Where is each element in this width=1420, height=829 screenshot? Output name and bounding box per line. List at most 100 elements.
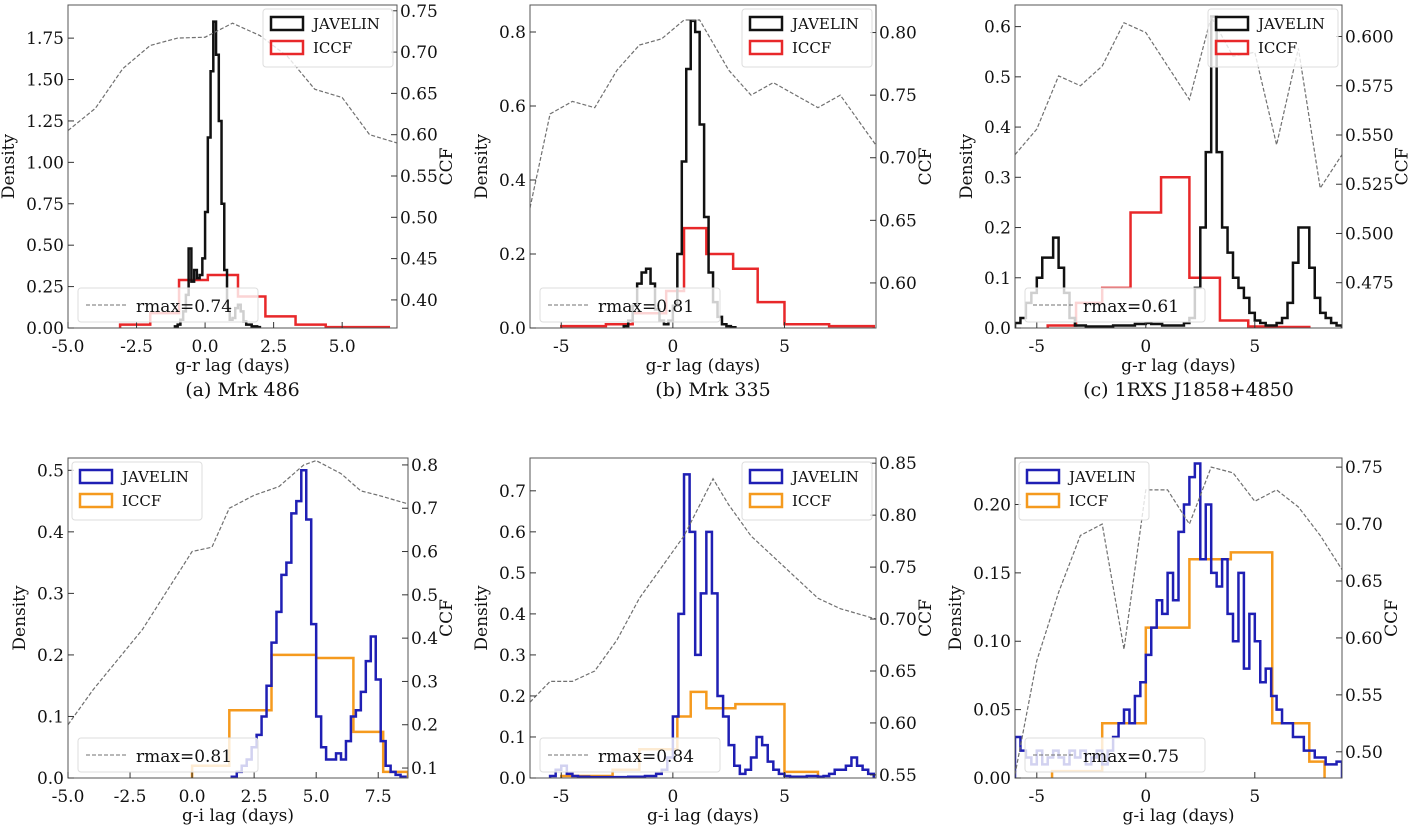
- plot-frame: [1014, 4, 1343, 329]
- y-tick-label: 0.2: [37, 646, 64, 666]
- x-tick-label: 5: [1249, 337, 1260, 357]
- y-tick-label: 0.2: [499, 687, 526, 707]
- plot-frame: [67, 457, 409, 779]
- y-tick-label: 1.75: [26, 29, 64, 49]
- y2-tick-label: 0.4: [411, 629, 438, 649]
- y2-tick-label: 0.60: [879, 714, 917, 734]
- y-tick-label: 0.5: [37, 461, 64, 481]
- y2-tick-label: 0.60: [400, 126, 438, 146]
- y-tick-label: 0.6: [499, 523, 526, 543]
- rmax-label: rmax=0.81: [136, 747, 232, 767]
- javelin-legend-swatch: [269, 15, 305, 32]
- y-tick-label: 0.00: [26, 319, 64, 339]
- y2-axis-label: CCF: [1382, 599, 1402, 637]
- javelin-legend-swatch: [1214, 15, 1250, 32]
- legend-label: JAVELIN: [311, 15, 380, 33]
- y-tick-label: 0.4: [499, 605, 526, 625]
- legend-label: JAVELIN: [120, 468, 189, 486]
- ccf-line: [530, 19, 876, 208]
- y2-tick-label: 0.65: [1345, 572, 1383, 592]
- y2-tick-label: 0.70: [400, 43, 438, 63]
- y-tick-label: 0.10: [973, 632, 1011, 652]
- rmax-label: rmax=0.75: [1083, 747, 1179, 767]
- y2-tick-label: 0.75: [879, 86, 917, 106]
- ccf-line: [1015, 15, 1342, 190]
- y2-axis-label: CCF: [916, 147, 936, 185]
- y-tick-label: 0.1: [37, 707, 64, 727]
- y2-tick-label: 0.65: [400, 84, 438, 104]
- x-tick-label: 7.5: [365, 787, 392, 807]
- javelin-histogram: [548, 473, 876, 778]
- legend-box: [741, 8, 873, 68]
- subplot-caption: (a) Mrk 486: [185, 379, 300, 401]
- y-tick-label: 0.3: [984, 168, 1011, 188]
- x-tick-label: -5: [553, 787, 570, 807]
- y2-tick-label: 0.550: [1345, 126, 1394, 146]
- y-tick-label: 0.00: [973, 769, 1011, 789]
- y-tick-label: 0.4: [37, 523, 64, 543]
- plot-frame: [1014, 457, 1343, 779]
- y-tick-label: 0.0: [984, 319, 1011, 339]
- iccf-legend-swatch: [1214, 39, 1250, 56]
- iccf-legend-swatch: [1025, 492, 1061, 509]
- javelin-legend-swatch: [748, 15, 784, 32]
- rmax-label: rmax=0.61: [1083, 297, 1179, 317]
- y-tick-label: 0.1: [984, 269, 1011, 289]
- plot-frame: [529, 4, 877, 329]
- y-axis-label: Density: [946, 585, 966, 651]
- x-tick-label: 0: [667, 337, 678, 357]
- y2-axis-label: CCF: [1393, 147, 1413, 185]
- y-tick-label: 0.4: [984, 118, 1011, 138]
- y-tick-label: 0.75: [26, 195, 64, 215]
- y-tick-label: 1.25: [26, 112, 64, 132]
- legend-box: [741, 461, 873, 521]
- y2-tick-label: 0.65: [879, 662, 917, 682]
- y2-tick-label: 0.75: [400, 2, 438, 22]
- legend-label: ICCF: [122, 492, 161, 510]
- x-axis-label: g-i lag (days): [1123, 806, 1235, 825]
- y-tick-label: 0.0: [499, 319, 526, 339]
- y2-tick-label: 0.55: [400, 167, 438, 187]
- x-tick-label: -5.0: [52, 787, 85, 807]
- y2-tick-label: 0.50: [400, 208, 438, 228]
- y2-axis-label: CCF: [916, 599, 936, 637]
- x-tick-label: -2.5: [120, 337, 153, 357]
- iccf-legend-swatch: [269, 39, 305, 56]
- y2-tick-label: 0.55: [1345, 686, 1383, 706]
- y2-axis-label: CCF: [437, 599, 457, 637]
- legend-label: ICCF: [792, 492, 831, 510]
- y2-tick-label: 0.45: [400, 250, 438, 270]
- y2-tick-label: 0.60: [1345, 629, 1383, 649]
- y-tick-label: 0.25: [26, 278, 64, 298]
- x-tick-label: 5.0: [303, 787, 330, 807]
- y-tick-label: 0.20: [973, 495, 1011, 515]
- y2-tick-label: 0.2: [411, 716, 438, 736]
- x-tick-label: -5: [1029, 787, 1046, 807]
- y-tick-label: 0.8: [499, 23, 526, 43]
- y-tick-label: 0.5: [499, 564, 526, 584]
- ccf-line: [530, 477, 876, 703]
- y2-tick-label: 0.525: [1345, 175, 1394, 195]
- y2-tick-label: 0.55: [879, 766, 917, 786]
- x-axis-label: g-i lag (days): [182, 806, 294, 825]
- legend-box: [1018, 461, 1150, 521]
- y-tick-label: 0.2: [984, 219, 1011, 239]
- y2-tick-label: 0.65: [879, 211, 917, 231]
- legend-label: ICCF: [313, 39, 352, 57]
- y-tick-label: 0.5: [984, 68, 1011, 88]
- rmax-label: rmax=0.74: [136, 297, 232, 317]
- y2-tick-label: 0.5: [411, 586, 438, 606]
- rmax-legend-box: [1024, 287, 1206, 323]
- y-tick-label: 0.2: [499, 245, 526, 265]
- y-axis-label: Density: [10, 585, 30, 651]
- y2-tick-label: 0.7: [411, 499, 438, 519]
- y2-tick-label: 0.75: [879, 558, 917, 578]
- subplot-5: -5 0 5 0.00 0.05 0.10 0.15 0.20 0.50 0.55 0.60 0.65…: [946, 457, 1402, 826]
- iccf-legend-swatch: [748, 492, 784, 509]
- y-tick-label: 0.0: [499, 769, 526, 789]
- legend-label: ICCF: [1069, 492, 1108, 510]
- x-axis-label: g-r lag (days): [175, 356, 290, 376]
- javelin-legend-swatch: [78, 468, 114, 485]
- ccf-line: [68, 459, 408, 726]
